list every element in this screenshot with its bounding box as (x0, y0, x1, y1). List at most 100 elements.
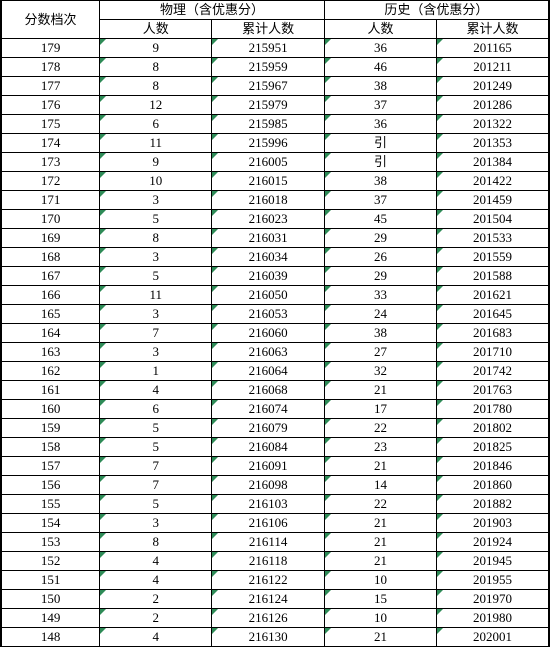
cell-history-cum: 201249 (437, 77, 549, 96)
table-header: 分数档次 物理（含优惠分） 历史（含优惠分） 人数 累计人数 人数 累计人数 (1, 1, 549, 39)
table-row: 162121606432201742 (1, 362, 549, 381)
cell-history-cum: 201802 (437, 419, 549, 438)
cell-history-cum: 201504 (437, 210, 549, 229)
cell-physics-cum: 216084 (212, 438, 324, 457)
cell-physics-cum: 216053 (212, 305, 324, 324)
cell-physics-cum: 216074 (212, 400, 324, 419)
table-row: 165321605324201645 (1, 305, 549, 324)
cell-physics-cum: 216039 (212, 267, 324, 286)
table-row: 175621598536201322 (1, 115, 549, 134)
cell-physics-cum: 216079 (212, 419, 324, 438)
table-row: 1739216005引201384 (1, 153, 549, 172)
cell-history-cum: 201322 (437, 115, 549, 134)
table-row: 159521607922201802 (1, 419, 549, 438)
cell-score: 165 (1, 305, 100, 324)
cell-history-cum: 202001 (437, 628, 549, 647)
cell-physics-count: 5 (100, 267, 212, 286)
table-row: 152421611821201945 (1, 552, 549, 571)
score-table: 分数档次 物理（含优惠分） 历史（含优惠分） 人数 累计人数 人数 累计人数 1… (0, 0, 550, 647)
cell-history-count: 32 (324, 362, 436, 381)
table-row: 153821611421201924 (1, 533, 549, 552)
cell-score: 148 (1, 628, 100, 647)
cell-physics-cum: 215979 (212, 96, 324, 115)
cell-physics-cum: 216103 (212, 495, 324, 514)
cell-score: 167 (1, 267, 100, 286)
cell-history-count: 22 (324, 419, 436, 438)
cell-physics-count: 3 (100, 248, 212, 267)
cell-score: 164 (1, 324, 100, 343)
cell-score: 155 (1, 495, 100, 514)
cell-history-cum: 201980 (437, 609, 549, 628)
cell-score: 166 (1, 286, 100, 305)
cell-score: 172 (1, 172, 100, 191)
cell-physics-count: 9 (100, 39, 212, 58)
cell-score: 174 (1, 134, 100, 153)
cell-physics-count: 6 (100, 400, 212, 419)
cell-score: 171 (1, 191, 100, 210)
cell-score: 168 (1, 248, 100, 267)
cell-history-count: 17 (324, 400, 436, 419)
cell-physics-count: 3 (100, 305, 212, 324)
cell-history-count: 29 (324, 229, 436, 248)
table-row: 156721609814201860 (1, 476, 549, 495)
cell-physics-count: 10 (100, 172, 212, 191)
cell-history-count: 10 (324, 609, 436, 628)
cell-history-cum: 201559 (437, 248, 549, 267)
cell-history-cum: 201846 (437, 457, 549, 476)
cell-physics-count: 8 (100, 229, 212, 248)
cell-physics-cum: 215951 (212, 39, 324, 58)
cell-physics-count: 7 (100, 324, 212, 343)
cell-physics-count: 5 (100, 210, 212, 229)
cell-history-cum: 201459 (437, 191, 549, 210)
cell-score: 150 (1, 590, 100, 609)
cell-physics-cum: 215996 (212, 134, 324, 153)
table-row: 1721021601538201422 (1, 172, 549, 191)
cell-physics-cum: 216068 (212, 381, 324, 400)
header-group-history: 历史（含优惠分） (324, 1, 549, 20)
cell-history-cum: 201353 (437, 134, 549, 153)
cell-physics-cum: 216098 (212, 476, 324, 495)
cell-score: 179 (1, 39, 100, 58)
table-row: 1661121605033201621 (1, 286, 549, 305)
cell-physics-count: 4 (100, 628, 212, 647)
table-row: 17411215996引201353 (1, 134, 549, 153)
cell-physics-count: 4 (100, 571, 212, 590)
table-row: 170521602345201504 (1, 210, 549, 229)
cell-score: 170 (1, 210, 100, 229)
cell-physics-cum: 216126 (212, 609, 324, 628)
cell-physics-cum: 215967 (212, 77, 324, 96)
table-row: 161421606821201763 (1, 381, 549, 400)
cell-history-count: 21 (324, 514, 436, 533)
cell-physics-cum: 215959 (212, 58, 324, 77)
cell-history-cum: 201384 (437, 153, 549, 172)
cell-score: 151 (1, 571, 100, 590)
cell-physics-cum: 216118 (212, 552, 324, 571)
cell-score: 169 (1, 229, 100, 248)
cell-physics-count: 8 (100, 77, 212, 96)
cell-score: 160 (1, 400, 100, 419)
cell-physics-count: 3 (100, 191, 212, 210)
cell-history-cum: 201683 (437, 324, 549, 343)
cell-history-count: 27 (324, 343, 436, 362)
cell-physics-count: 12 (100, 96, 212, 115)
table-row: 158521608423201825 (1, 438, 549, 457)
table-row: 163321606327201710 (1, 343, 549, 362)
cell-physics-count: 4 (100, 552, 212, 571)
cell-physics-cum: 216031 (212, 229, 324, 248)
table-row: 149221612610201980 (1, 609, 549, 628)
table-row: 178821595946201211 (1, 58, 549, 77)
cell-physics-count: 2 (100, 590, 212, 609)
header-history-cum: 累计人数 (437, 20, 549, 39)
cell-history-count: 33 (324, 286, 436, 305)
header-group-physics: 物理（含优惠分） (100, 1, 325, 20)
cell-physics-count: 9 (100, 153, 212, 172)
cell-physics-cum: 216064 (212, 362, 324, 381)
cell-history-cum: 201924 (437, 533, 549, 552)
cell-history-count: 26 (324, 248, 436, 267)
table-row: 169821603129201533 (1, 229, 549, 248)
cell-physics-cum: 216114 (212, 533, 324, 552)
cell-history-count: 38 (324, 324, 436, 343)
cell-physics-count: 4 (100, 381, 212, 400)
cell-history-count: 14 (324, 476, 436, 495)
cell-score: 149 (1, 609, 100, 628)
